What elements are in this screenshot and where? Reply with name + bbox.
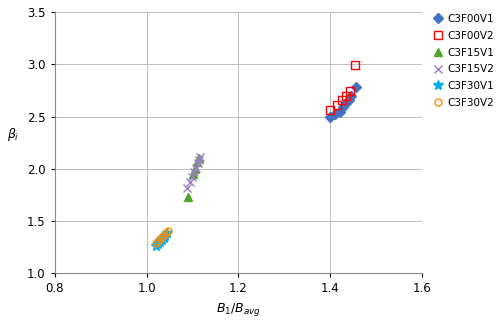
C3F00V1 <box>343 101 349 105</box>
C3F30V1 <box>155 242 161 246</box>
C3F15V1 <box>196 156 202 160</box>
Line: C3F15V2: C3F15V2 <box>183 153 205 192</box>
C3F15V1 <box>192 167 198 171</box>
Line: C3F00V1: C3F00V1 <box>327 84 359 120</box>
C3F00V2 <box>334 103 340 107</box>
Line: C3F30V1: C3F30V1 <box>151 228 172 251</box>
Line: C3F30V2: C3F30V2 <box>152 227 172 247</box>
X-axis label: $B_1/B_{avg}$: $B_1/B_{avg}$ <box>216 301 261 318</box>
Legend: C3F00V1, C3F00V2, C3F15V1, C3F15V2, C3F30V1, C3F30V2: C3F00V1, C3F00V2, C3F15V1, C3F15V2, C3F3… <box>431 12 497 110</box>
C3F30V1 <box>159 238 165 242</box>
C3F30V1 <box>153 244 159 248</box>
C3F30V1 <box>164 231 170 235</box>
C3F00V2 <box>343 94 349 98</box>
C3F30V2 <box>161 233 167 237</box>
Line: C3F00V2: C3F00V2 <box>326 60 359 114</box>
C3F15V2 <box>187 180 193 184</box>
C3F30V2 <box>157 237 163 241</box>
C3F00V1 <box>348 94 354 98</box>
C3F00V2 <box>347 89 353 93</box>
Y-axis label: $\beta_i$: $\beta_i$ <box>7 126 19 143</box>
C3F00V1 <box>346 98 352 102</box>
C3F00V1 <box>340 105 346 109</box>
C3F30V2 <box>155 239 161 243</box>
C3F15V1 <box>185 195 191 199</box>
C3F00V1 <box>328 115 334 119</box>
C3F00V1 <box>353 85 359 89</box>
C3F00V2 <box>339 98 345 102</box>
C3F30V2 <box>165 228 171 232</box>
C3F15V2 <box>195 161 201 165</box>
C3F15V2 <box>193 166 199 170</box>
Line: C3F15V1: C3F15V1 <box>184 154 203 201</box>
C3F30V2 <box>159 235 165 239</box>
C3F15V2 <box>192 170 198 174</box>
C3F00V1 <box>337 110 343 114</box>
C3F00V1 <box>332 112 338 116</box>
C3F15V1 <box>194 160 200 164</box>
C3F15V1 <box>190 172 196 176</box>
C3F30V2 <box>153 241 159 245</box>
C3F30V1 <box>162 234 168 238</box>
C3F15V2 <box>198 155 204 159</box>
C3F30V1 <box>157 240 163 243</box>
C3F00V2 <box>352 63 358 67</box>
C3F30V2 <box>163 231 169 235</box>
C3F00V2 <box>328 108 334 112</box>
C3F15V2 <box>184 186 190 190</box>
C3F15V2 <box>189 175 195 179</box>
C3F15V2 <box>196 159 202 162</box>
C3F30V1 <box>161 236 167 240</box>
